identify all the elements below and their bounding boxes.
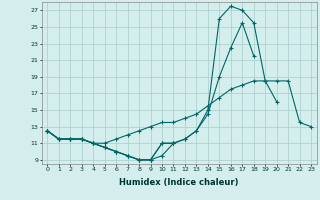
X-axis label: Humidex (Indice chaleur): Humidex (Indice chaleur)	[119, 178, 239, 187]
